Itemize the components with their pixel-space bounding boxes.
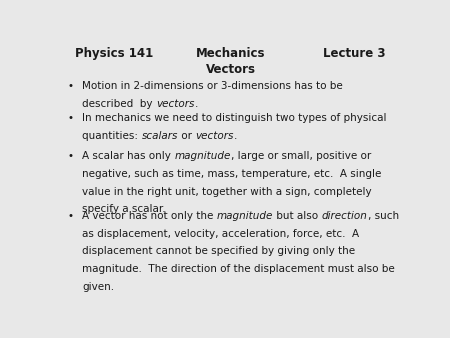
Text: magnitude: magnitude xyxy=(217,211,274,221)
Text: magnitude: magnitude xyxy=(175,151,231,161)
Text: •: • xyxy=(68,114,73,123)
Text: .: . xyxy=(194,99,198,108)
Text: .: . xyxy=(234,131,237,141)
Text: In mechanics we need to distinguish two types of physical: In mechanics we need to distinguish two … xyxy=(82,114,387,123)
Text: Lecture 3: Lecture 3 xyxy=(323,47,386,60)
Text: specify a scalar.: specify a scalar. xyxy=(82,204,166,214)
Text: but also: but also xyxy=(274,211,322,221)
Text: Motion in 2-dimensions or 3-dimensions has to be: Motion in 2-dimensions or 3-dimensions h… xyxy=(82,81,343,91)
Text: described  by: described by xyxy=(82,99,156,108)
Text: quantities:: quantities: xyxy=(82,131,142,141)
Text: A vector has not only the: A vector has not only the xyxy=(82,211,217,221)
Text: Mechanics: Mechanics xyxy=(196,47,266,60)
Text: Physics 141: Physics 141 xyxy=(76,47,154,60)
Text: , such: , such xyxy=(368,211,399,221)
Text: scalars: scalars xyxy=(142,131,178,141)
Text: •: • xyxy=(68,151,73,161)
Text: •: • xyxy=(68,211,73,221)
Text: A scalar has only: A scalar has only xyxy=(82,151,175,161)
Text: vectors: vectors xyxy=(195,131,234,141)
Text: negative, such as time, mass, temperature, etc.  A single: negative, such as time, mass, temperatur… xyxy=(82,169,382,179)
Text: direction: direction xyxy=(322,211,368,221)
Text: magnitude.  The direction of the displacement must also be: magnitude. The direction of the displace… xyxy=(82,264,395,274)
Text: given.: given. xyxy=(82,282,115,292)
Text: value in the right unit, together with a sign, completely: value in the right unit, together with a… xyxy=(82,187,372,197)
Text: or: or xyxy=(178,131,195,141)
Text: displacement cannot be specified by giving only the: displacement cannot be specified by givi… xyxy=(82,246,356,257)
Text: as displacement, velocity, acceleration, force, etc.  A: as displacement, velocity, acceleration,… xyxy=(82,229,360,239)
Text: •: • xyxy=(68,81,73,91)
Text: Vectors: Vectors xyxy=(206,63,256,76)
Text: vectors: vectors xyxy=(156,99,194,108)
Text: , large or small, positive or: , large or small, positive or xyxy=(231,151,371,161)
